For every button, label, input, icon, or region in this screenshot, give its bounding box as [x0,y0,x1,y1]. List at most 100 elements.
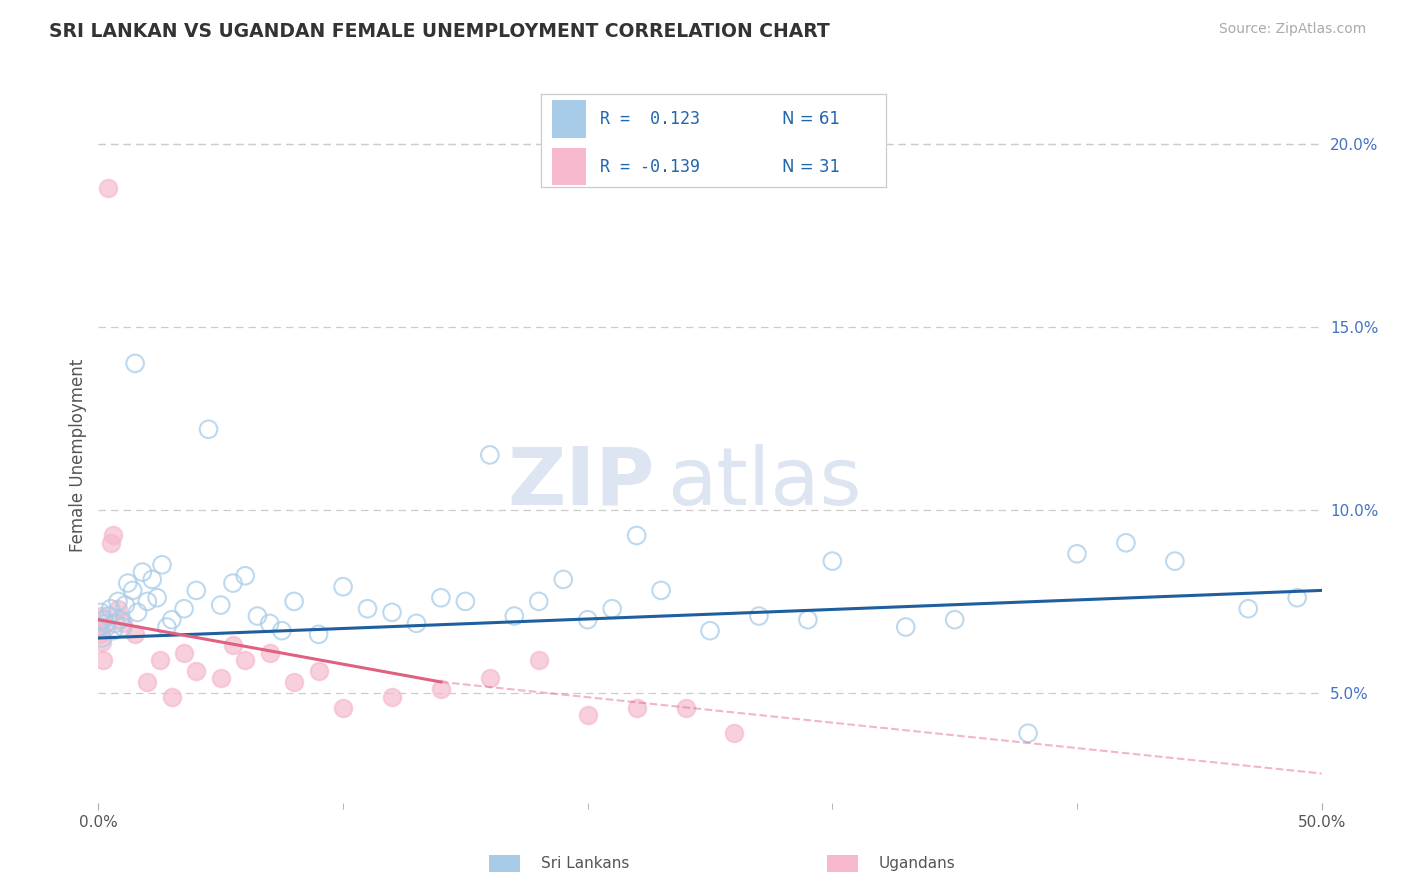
Point [107,601,129,615]
FancyBboxPatch shape [551,148,586,186]
Point [89,620,111,634]
Point [97,609,120,624]
Point [430,591,453,605]
Point [283,594,305,608]
Point [332,580,354,594]
Point [209,671,232,685]
Point [146,591,169,605]
Point [1286,591,1309,605]
Point [259,616,281,631]
Point [553,573,575,587]
Point [527,594,550,608]
Point [104,616,127,631]
Point [332,700,354,714]
Point [101,528,124,542]
Point [100,601,122,615]
Point [503,609,526,624]
Point [136,675,159,690]
Point [478,671,501,685]
Point [186,664,208,678]
Point [107,594,129,608]
Point [723,726,745,740]
Point [650,583,672,598]
Text: atlas: atlas [668,443,862,522]
Y-axis label: Female Unemployment: Female Unemployment [69,359,87,551]
Text: Ugandans: Ugandans [879,856,956,871]
Point [91,634,114,648]
Point [173,601,195,615]
Point [748,609,770,624]
Point [356,601,378,615]
Point [821,554,844,568]
Point [91,613,114,627]
Point [430,682,453,697]
Text: Source: ZipAtlas.com: Source: ZipAtlas.com [1219,22,1367,37]
Text: N = 61: N = 61 [782,110,841,128]
Point [222,576,245,591]
Point [91,653,114,667]
Point [110,613,132,627]
Point [160,690,183,704]
Point [124,627,146,641]
Point [576,707,599,722]
Point [127,606,149,620]
Text: N = 31: N = 31 [782,158,841,176]
Point [131,565,153,579]
Point [381,606,404,620]
Point [233,653,256,667]
Point [222,638,245,652]
Point [197,422,219,436]
Point [1066,547,1088,561]
Point [111,616,134,631]
Text: ZIP: ZIP [508,443,655,522]
Point [150,558,173,572]
Point [270,624,294,638]
Point [259,646,281,660]
Point [308,664,330,678]
Point [186,583,208,598]
Point [233,568,256,582]
Point [626,700,648,714]
Point [149,653,172,667]
Text: R = -0.139: R = -0.139 [600,158,700,176]
Point [1237,601,1260,615]
Text: R =  0.123: R = 0.123 [600,110,700,128]
Point [160,613,183,627]
Point [91,631,114,645]
Text: SRI LANKAN VS UGANDAN FEMALE UNEMPLOYMENT CORRELATION CHART: SRI LANKAN VS UGANDAN FEMALE UNEMPLOYMEN… [49,22,830,41]
Point [675,700,697,714]
Point [114,598,136,612]
Point [699,624,721,638]
Point [246,609,269,624]
Point [943,613,966,627]
Point [111,620,134,634]
Point [1017,726,1039,740]
Point [894,620,917,634]
Point [308,627,330,641]
Point [94,620,117,634]
Point [626,528,648,542]
Point [121,583,143,598]
Point [124,356,146,370]
Point [156,620,179,634]
Point [141,573,163,587]
Point [90,609,112,624]
Point [97,180,120,194]
Point [90,606,112,620]
Point [478,448,501,462]
Point [381,690,404,704]
Point [173,646,195,660]
Text: Sri Lankans: Sri Lankans [541,856,630,871]
Point [100,536,122,550]
Point [101,624,124,638]
Point [117,576,139,591]
Point [89,627,111,641]
Point [1115,536,1137,550]
Point [209,598,232,612]
Point [405,616,427,631]
Point [454,594,477,608]
Point [94,616,117,631]
FancyBboxPatch shape [551,100,586,137]
Point [527,653,550,667]
Point [1164,554,1187,568]
